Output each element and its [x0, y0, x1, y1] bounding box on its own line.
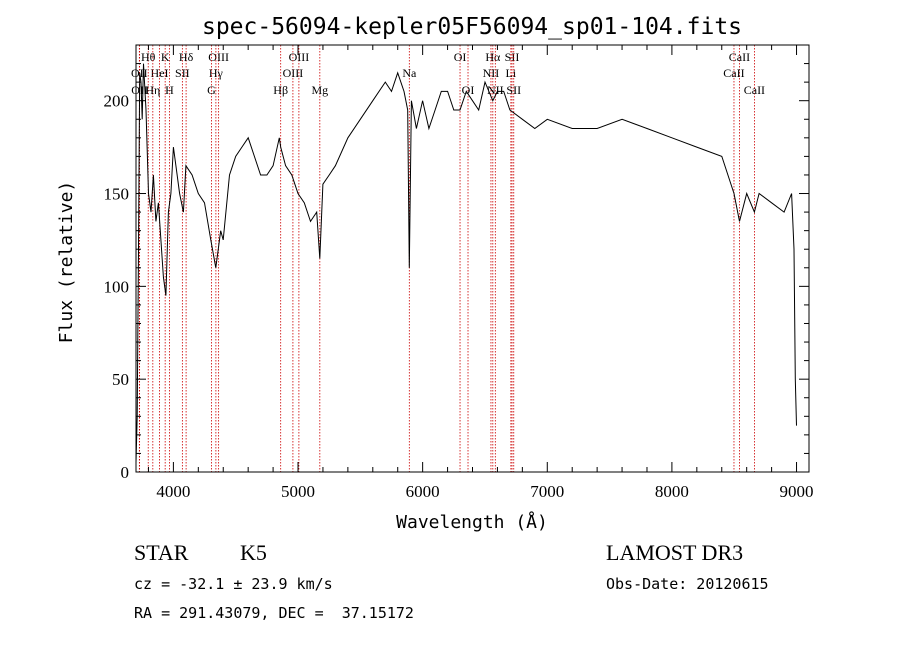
y-tick-label-200: 200: [104, 92, 130, 111]
line-label-3: K: [161, 50, 170, 64]
line-label-0: Hθ: [141, 50, 156, 64]
line-label-24: SII: [506, 83, 521, 97]
line-label-7: SII: [175, 66, 190, 80]
line-label-5: Hη: [145, 83, 160, 97]
line-label-21: NII: [487, 83, 504, 97]
y-tick-label-0: 0: [121, 463, 130, 482]
line-label-4: HeI: [151, 66, 169, 80]
line-label-12: Hβ: [273, 83, 288, 97]
redshift-cz: cz = -32.1 ± 23.9 km/s: [134, 575, 333, 593]
chart-title: spec-56094-kepler05F56094_sp01-104.fits: [202, 14, 742, 40]
line-label-14: OIII: [283, 66, 304, 80]
line-label-20: NII: [483, 66, 500, 80]
line-label-25: CaII: [729, 50, 750, 64]
x-tick-label-4000: 4000: [156, 482, 190, 501]
line-label-6: H: [165, 83, 174, 97]
x-tick-label-8000: 8000: [655, 482, 689, 501]
line-label-15: Mg: [311, 83, 328, 97]
line-label-11: G: [207, 83, 216, 97]
line-label-8: Hδ: [179, 50, 194, 64]
line-label-19: Hα: [485, 50, 501, 64]
line-label-27: CaII: [744, 83, 765, 97]
y-axis-label: Flux (relative): [56, 181, 77, 344]
x-axis: 4000 5000 6000 7000 8000 9000: [147, 45, 814, 501]
obs-date: Obs-Date: 20120615: [606, 575, 769, 593]
x-tick-label-9000: 9000: [780, 482, 814, 501]
line-label-17: OI: [454, 50, 467, 64]
x-tick-label-6000: 6000: [406, 482, 440, 501]
x-tick-label-7000: 7000: [530, 482, 564, 501]
line-label-13: OIII: [289, 50, 310, 64]
plot-frame: [135, 44, 810, 473]
line-label-10: Hγ: [209, 66, 224, 80]
x-tick-label-5000: 5000: [281, 482, 315, 501]
line-label-18: OI: [462, 83, 475, 97]
y-tick-label-100: 100: [104, 277, 130, 296]
spectrum-chart: spec-56094-kepler05F56094_sp01-104.fits …: [56, 14, 814, 533]
spectrum-line: [135, 63, 797, 463]
survey-name: LAMOST DR3: [606, 540, 744, 565]
y-tick-label-150: 150: [104, 185, 130, 204]
line-label-16: Na: [402, 66, 417, 80]
object-class: STAR: [134, 540, 189, 565]
line-label-26: CaII: [723, 66, 744, 80]
line-label-9: OIII: [208, 50, 229, 64]
y-tick-label-50: 50: [112, 370, 129, 389]
ra-dec: RA = 291.43079, DEC = 37.15172: [134, 604, 414, 622]
line-label-22: SII: [505, 50, 520, 64]
x-axis-label: Wavelength (Å): [396, 511, 548, 533]
line-label-23: Li: [506, 66, 517, 80]
object-subclass: K5: [240, 540, 267, 565]
y-axis: 0 50 100 150 200: [104, 63, 809, 482]
